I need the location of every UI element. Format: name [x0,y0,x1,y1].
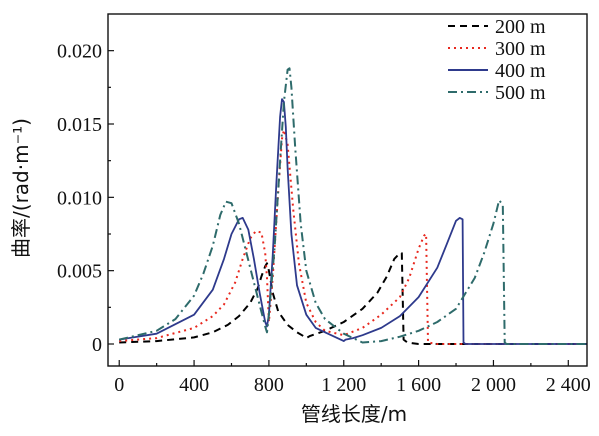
x-tick-label: 1 600 [396,374,441,396]
y-tick-label: 0 [92,334,102,356]
x-tick-label: 800 [254,374,284,396]
x-tick-label: 1 200 [321,374,366,396]
y-tick-label: 0.005 [57,261,102,283]
x-axis-ticks: 0 400 800 1 200 1 600 2 000 2 400 [114,360,591,396]
series-line-1 [119,252,587,345]
y-axis-title: 曲率/(rad·m⁻¹) [9,118,33,258]
series-lines [118,67,587,345]
legend-label: 300 m [495,38,546,60]
x-axis-title: 管线长度/m [301,402,407,426]
x-tick-label: 0 [114,374,124,396]
series-line-4 [118,67,587,345]
legend-label: 500 m [495,82,546,104]
y-tick-label: 0.015 [57,114,102,136]
y-axis-ticks: 0 0.005 0.010 0.015 0.020 [57,41,114,356]
legend-label: 200 m [495,16,546,38]
x-tick-label: 2 400 [546,374,591,396]
legend-label: 400 m [495,60,546,82]
series-line-3 [119,98,587,345]
y-tick-label: 0.010 [57,187,102,209]
axes [107,13,588,367]
plot-frame [107,13,588,367]
x-tick-label: 2 000 [471,374,516,396]
x-tick-label: 400 [179,374,209,396]
y-tick-label: 0.020 [57,41,102,63]
series-line-2 [119,128,587,345]
